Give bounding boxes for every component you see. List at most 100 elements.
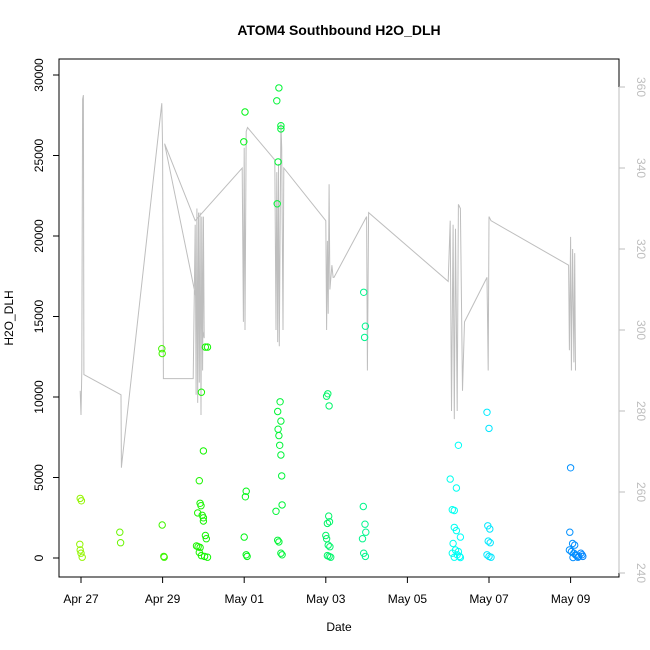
data-point <box>565 546 574 554</box>
data-point <box>76 546 84 554</box>
data-point <box>322 392 331 400</box>
data-point <box>571 541 579 549</box>
data-point <box>452 526 461 535</box>
y-right-tick-label: 360 <box>634 77 648 97</box>
data-point <box>199 514 208 522</box>
y-right-tick-label: 300 <box>634 320 648 340</box>
data-point <box>241 493 250 501</box>
data-point <box>77 497 86 505</box>
data-point <box>197 502 205 510</box>
x-tick-label: May 01 <box>225 592 265 606</box>
data-point <box>242 551 250 559</box>
data-point <box>203 553 212 561</box>
data-point <box>274 425 282 433</box>
data-point <box>456 533 465 541</box>
data-point <box>116 539 125 547</box>
data-point <box>484 537 492 545</box>
data-point <box>361 552 370 561</box>
data-point <box>450 506 458 515</box>
data-point <box>579 552 587 561</box>
y-axis-left: 0 5000 10000 15000 20000 25000 30000 <box>32 58 60 561</box>
plot-area-box <box>58 58 620 578</box>
data-point <box>158 349 166 358</box>
data-point <box>324 541 332 549</box>
data-point <box>277 549 285 557</box>
data-point <box>358 535 367 543</box>
data-point <box>483 408 491 416</box>
y-right-tick-label: 320 <box>634 239 648 259</box>
pressure-line <box>79 95 576 468</box>
data-point <box>569 553 577 562</box>
data-point <box>325 512 333 520</box>
data-point <box>275 84 283 92</box>
data-point <box>277 125 285 133</box>
data-point <box>274 536 282 544</box>
data-point <box>326 543 334 551</box>
h2o-series <box>76 84 587 562</box>
y-tick-label: 10000 <box>32 380 46 414</box>
data-point <box>240 138 248 146</box>
data-point <box>574 553 582 561</box>
x-tick-label: Apr 27 <box>63 592 99 606</box>
y-tick-label: 25000 <box>32 138 46 172</box>
x-axis: Apr 27 Apr 29 May 01 May 03 May 05 May 07 May … <box>63 576 591 606</box>
data-point <box>361 520 369 528</box>
data-point <box>243 552 251 561</box>
data-point <box>448 549 456 557</box>
data-point <box>201 531 210 540</box>
data-point <box>455 552 464 561</box>
y-tick-label: 15000 <box>32 299 46 333</box>
data-point <box>566 528 574 536</box>
data-point <box>160 553 168 561</box>
y-axis-right: 240 260 280 300 320 340 360 <box>618 77 648 583</box>
data-point <box>323 519 332 528</box>
y-right-tick-label: 240 <box>634 563 648 583</box>
y-tick-label: 20000 <box>32 219 46 253</box>
data-point <box>325 518 334 526</box>
data-point <box>278 501 286 509</box>
data-point <box>276 398 284 406</box>
y-right-tick-label: 340 <box>634 158 648 178</box>
data-point <box>325 402 333 410</box>
data-point <box>274 407 282 416</box>
data-point <box>278 551 286 559</box>
data-point <box>273 97 281 105</box>
data-point <box>487 553 495 561</box>
data-point <box>195 477 204 485</box>
data-point <box>278 472 286 480</box>
data-point <box>77 549 85 557</box>
data-point <box>199 517 208 525</box>
data-point <box>446 475 454 483</box>
data-point <box>241 108 249 116</box>
data-point <box>454 441 463 449</box>
x-tick-label: Apr 29 <box>145 592 181 606</box>
data-point <box>194 509 202 517</box>
data-point <box>197 388 206 396</box>
data-point <box>486 525 494 533</box>
data-point <box>360 333 369 342</box>
data-point <box>277 417 285 425</box>
y-right-tick-label: 260 <box>634 482 648 502</box>
data-point <box>276 441 284 449</box>
y-tick-label: 5000 <box>32 464 46 491</box>
data-point <box>277 451 285 459</box>
y-right-tick-label: 280 <box>634 401 648 421</box>
data-point <box>456 553 465 562</box>
data-point <box>158 345 166 353</box>
data-point <box>201 343 210 351</box>
chart-title: ATOM4 Southbound H2O_DLH <box>237 22 440 38</box>
data-point <box>76 540 84 548</box>
data-point <box>196 543 204 552</box>
data-point <box>274 158 282 166</box>
data-point <box>200 552 209 561</box>
y-axis-label: H2O_DLH <box>2 290 16 345</box>
data-point <box>359 502 367 511</box>
y-tick-label: 0 <box>32 554 46 561</box>
data-point <box>362 528 370 536</box>
x-tick-label: May 07 <box>469 592 509 606</box>
data-point <box>483 551 491 559</box>
data-point <box>158 521 166 529</box>
x-tick-label: May 05 <box>388 592 428 606</box>
data-point <box>275 538 283 546</box>
